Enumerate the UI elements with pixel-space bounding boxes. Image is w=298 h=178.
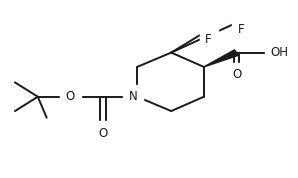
Text: O: O	[66, 90, 75, 103]
Text: O: O	[98, 127, 108, 140]
Text: F: F	[205, 33, 212, 46]
Text: N: N	[128, 90, 137, 103]
Polygon shape	[204, 50, 239, 67]
Text: F: F	[238, 23, 245, 36]
Text: OH: OH	[271, 46, 288, 59]
Text: O: O	[232, 68, 241, 81]
